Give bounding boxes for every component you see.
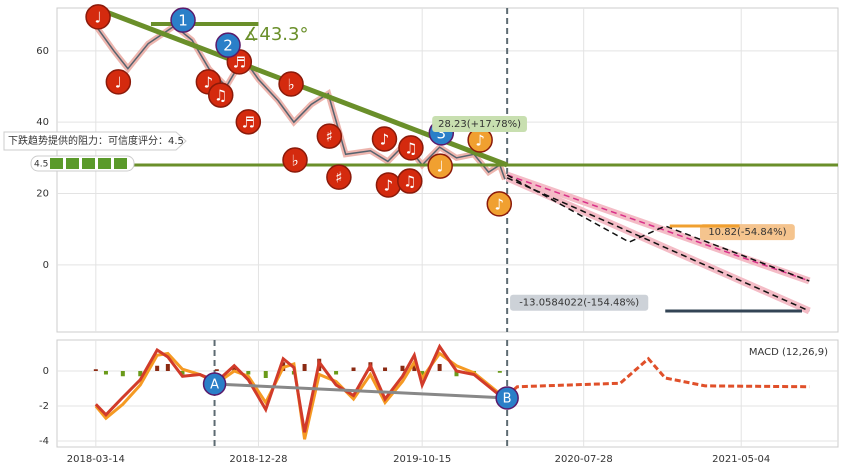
signal-label: 2 (223, 37, 233, 55)
histogram-bar (383, 367, 388, 371)
score-icon (50, 158, 63, 169)
histogram-bar (155, 365, 160, 371)
signal-label: ♪ (475, 132, 485, 150)
y-tick-label: 0 (43, 260, 49, 271)
annotation-text: -13.0584022(-154.48%) (519, 298, 639, 309)
note-box (3, 131, 187, 151)
histogram-bar (120, 370, 125, 377)
x-tick-label: 2021-05-04 (712, 454, 770, 465)
annotation-box (510, 294, 649, 311)
histogram-bar (232, 365, 237, 371)
signal-label: ♪ (494, 195, 504, 213)
signal-marker (215, 32, 241, 58)
annotation-text: 10.82(-54.84%) (708, 227, 786, 238)
signal-label: ♫ (404, 139, 417, 157)
x-tick-label: 2018-12-28 (229, 454, 287, 465)
plot-frame (56, 339, 839, 448)
histogram-bar (334, 370, 339, 375)
histogram-bar (93, 369, 98, 371)
histogram-bar (246, 370, 251, 375)
histogram-bar (454, 370, 459, 377)
annotation-text: 28.23(+17.78%) (438, 119, 521, 130)
histogram-bar (412, 363, 417, 371)
angle-label: ∡43.3° (243, 24, 308, 45)
signal-label: ♩ (95, 8, 102, 26)
signal-label: ♭ (288, 76, 295, 94)
signal-label: 3 (437, 124, 447, 142)
histogram-bar (165, 363, 170, 371)
y-tick-label: -4 (39, 436, 49, 447)
signal-label: ♭ (291, 152, 298, 170)
histogram-bar (214, 369, 219, 371)
signal-label: ♯ (335, 169, 342, 187)
signal-label: ♩ (115, 73, 122, 91)
signal-label: ♬ (242, 113, 255, 131)
histogram-bar (263, 370, 268, 379)
score-icon (82, 158, 95, 169)
signal-marker (85, 4, 111, 30)
signal-label: ♩ (437, 158, 444, 176)
signal-marker (202, 372, 227, 396)
x-tick-label: 2020-07-28 (555, 454, 613, 465)
signal-label: ♪ (380, 130, 390, 148)
signal-marker (282, 147, 308, 173)
x-tick-label: 2019-10-15 (393, 454, 451, 465)
y-tick-label: 60 (36, 46, 49, 57)
signal-label: ♪ (384, 176, 394, 194)
macd-line (94, 343, 501, 433)
histogram-bar (180, 370, 185, 375)
trend-line (506, 177, 810, 312)
y-tick-label: 40 (36, 117, 49, 128)
histogram-bar (351, 367, 356, 371)
histogram-bar (138, 370, 143, 377)
annotation-box (432, 115, 527, 132)
signal-link (214, 382, 508, 400)
signal-marker (326, 164, 352, 190)
signal-marker (316, 123, 343, 149)
histogram-bar (497, 370, 502, 373)
signal-marker (486, 191, 513, 217)
signal-label: ♪ (204, 73, 214, 91)
macd-title: MACD (12,26,9) (749, 347, 828, 358)
histogram-bar (400, 365, 405, 371)
y-tick-label: 0 (43, 366, 49, 377)
signal-marker (105, 69, 132, 95)
score-icon (98, 158, 111, 169)
trend-line (506, 174, 810, 282)
signal-marker (427, 153, 453, 179)
signal-label: B (503, 391, 512, 406)
signal-marker (235, 109, 262, 135)
signal-marker (371, 126, 398, 152)
y-tick-label: -2 (39, 401, 49, 412)
resistance-note: 下跌趋势提供的阻力：可信度评分：4.5 (8, 134, 184, 147)
forecast-line (506, 356, 810, 397)
signal-marker (278, 71, 304, 97)
x-tick-label: 2018-03-14 (67, 454, 125, 465)
y-tick-label: 20 (36, 189, 49, 200)
signal-label: ♬ (233, 53, 246, 71)
score: 4.5 (34, 160, 48, 170)
annotation-box (700, 224, 795, 241)
histogram-bar (103, 370, 108, 375)
histogram-bar (420, 370, 425, 379)
signal-label: ♫ (214, 87, 227, 105)
signal-marker (397, 168, 423, 194)
signal-label: ♫ (403, 173, 416, 191)
histogram-bar (302, 363, 307, 371)
signal-marker (398, 135, 424, 161)
signal-label: A (210, 377, 219, 392)
trend-line (506, 174, 810, 282)
signal-marker (207, 82, 234, 108)
signal-marker (495, 386, 519, 410)
score-icon (66, 158, 79, 169)
score-icon (114, 158, 127, 169)
histogram-bar (437, 363, 442, 371)
signal-label: ♯ (326, 128, 333, 146)
signal-marker (170, 7, 196, 33)
signal-label: 1 (178, 12, 188, 30)
